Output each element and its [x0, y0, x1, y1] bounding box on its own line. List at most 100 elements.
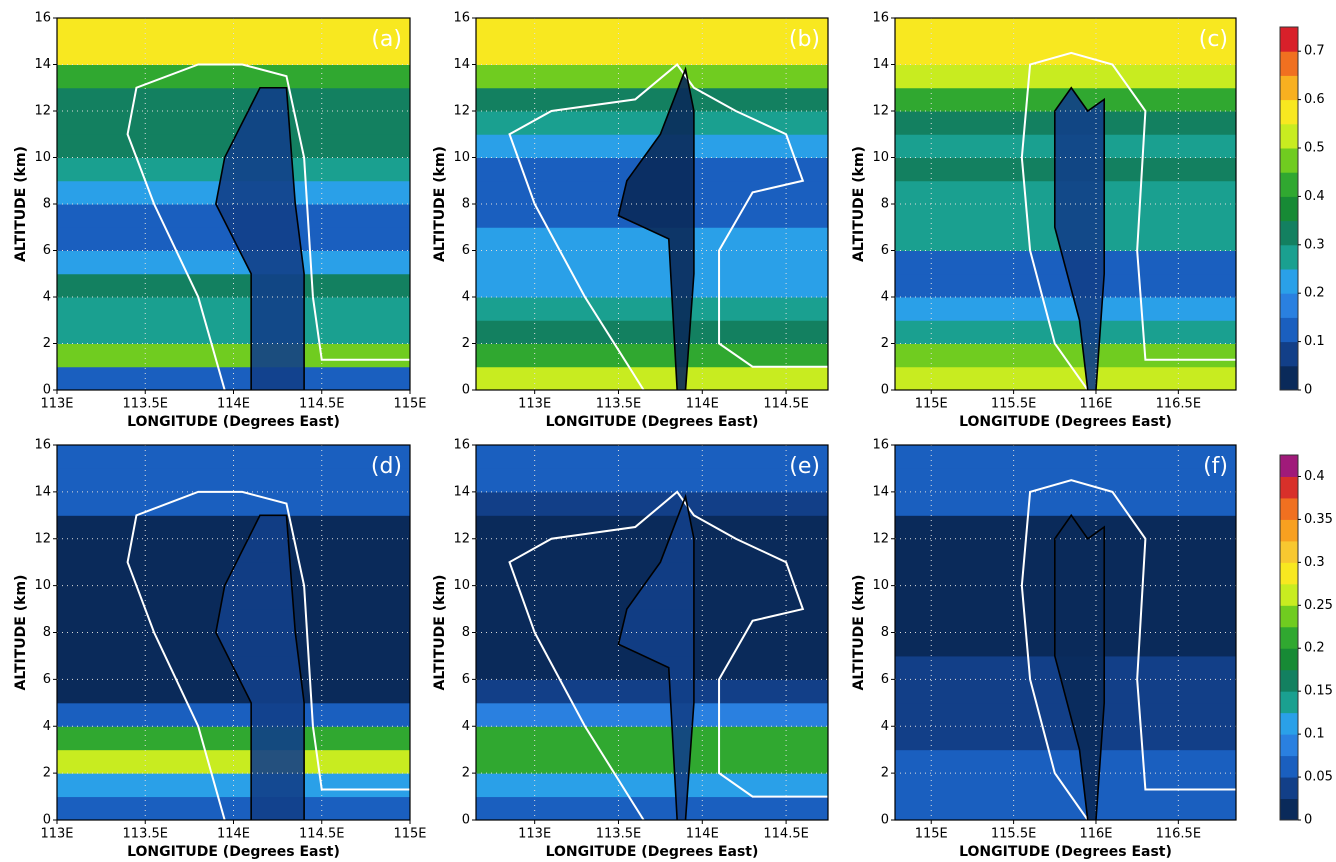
- field-layer: [476, 749, 828, 774]
- panel-label: (d): [371, 454, 402, 479]
- colorbar-swatch: [1280, 365, 1298, 391]
- y-tick-label: 12: [34, 104, 51, 119]
- convective-core: [215, 87, 305, 390]
- colorbar-swatch: [1280, 605, 1298, 628]
- y-tick-label: 0: [462, 813, 470, 828]
- plot-area: [57, 445, 410, 820]
- field-layer: [895, 702, 1236, 727]
- field-layer: [476, 64, 828, 89]
- y-tick-label: 2: [462, 766, 470, 781]
- plot-area: [895, 445, 1236, 820]
- field-layer: [476, 445, 828, 469]
- field-layer: [895, 796, 1236, 820]
- x-axis-label: LONGITUDE (Degrees East): [546, 414, 759, 430]
- y-tick-label: 2: [881, 766, 889, 781]
- colorbar-tick-label: 0.5: [1304, 141, 1325, 156]
- plot-area: [476, 445, 828, 820]
- colorbar-swatch: [1280, 669, 1298, 692]
- colorbar-swatch: [1280, 172, 1298, 197]
- colorbar-tick-label: 0.3: [1304, 555, 1325, 570]
- y-tick-label: 14: [34, 57, 51, 72]
- colorbar-swatch: [1280, 220, 1298, 246]
- colorbar-swatch: [1280, 583, 1298, 606]
- y-tick-label: 12: [453, 531, 470, 546]
- x-tick-label: 113.5E: [596, 397, 641, 412]
- colorbar-swatch: [1280, 734, 1298, 757]
- y-tick-label: 10: [872, 150, 889, 165]
- x-tick-label: 115.5E: [991, 397, 1036, 412]
- field-layer: [895, 726, 1236, 751]
- white-contour: [126, 490, 410, 820]
- colorbar-tick-label: 0.2: [1304, 641, 1325, 656]
- black-contour: [215, 86, 305, 390]
- x-tick-label: 116E: [1079, 827, 1112, 842]
- y-tick-label: 14: [453, 484, 470, 499]
- field-layer: [895, 273, 1236, 298]
- x-tick-label: 115.5E: [991, 827, 1036, 842]
- colorbar-swatch: [1280, 691, 1298, 714]
- y-tick-label: 8: [462, 625, 470, 640]
- colorbar-swatch: [1280, 562, 1298, 585]
- field-layer: [476, 468, 828, 493]
- panel-label: (c): [1199, 27, 1228, 52]
- y-tick-label: 0: [881, 813, 889, 828]
- field-layer: [895, 18, 1236, 42]
- convective-core: [1054, 515, 1105, 820]
- y-tick-label: 4: [43, 719, 51, 734]
- y-axis-label: ALTITUDE (km): [13, 146, 29, 262]
- colorbar-swatch: [1280, 712, 1298, 735]
- field-layer: [476, 320, 828, 344]
- colorbar-frame: [1279, 454, 1299, 821]
- colorbar-swatch: [1280, 648, 1298, 671]
- colorbar-swatch: [1280, 519, 1298, 542]
- colorbar-swatch: [1280, 123, 1298, 149]
- x-tick-label: 115E: [915, 827, 948, 842]
- black-contour: [1053, 513, 1106, 820]
- y-tick-label: 4: [43, 290, 51, 305]
- colorbar-swatch: [1280, 540, 1298, 563]
- x-tick-label: 114E: [686, 827, 719, 842]
- y-axis-label: ALTITUDE (km): [851, 146, 867, 262]
- y-tick-label: 6: [43, 672, 51, 687]
- colorbar-tick-label: 0.4: [1304, 189, 1325, 204]
- x-tick-label: 114.5E: [763, 827, 808, 842]
- field-layer: [895, 445, 1236, 469]
- y-tick-label: 10: [453, 150, 470, 165]
- colorbar-swatch: [1280, 798, 1298, 821]
- field-layer: [57, 273, 410, 298]
- field-layer: [476, 343, 828, 368]
- white-contour: [1020, 479, 1236, 820]
- x-axis-label: LONGITUDE (Degrees East): [959, 414, 1172, 430]
- y-tick-label: 16: [34, 11, 51, 26]
- x-axis-label: LONGITUDE (Degrees East): [959, 844, 1172, 860]
- panel-label: (b): [789, 27, 820, 52]
- x-tick-label: 114E: [217, 827, 250, 842]
- field-layer: [57, 679, 410, 704]
- colorbar-tick-label: 0.35: [1304, 512, 1333, 527]
- x-tick-label: 116.5E: [1156, 397, 1201, 412]
- colorbar-tick-label: 0.2: [1304, 286, 1325, 301]
- y-tick-label: 12: [872, 104, 889, 119]
- colorbar-tick-label: 0.1: [1304, 334, 1325, 349]
- y-tick-label: 14: [872, 484, 889, 499]
- x-tick-label: 114E: [686, 397, 719, 412]
- x-tick-label: 113E: [518, 397, 551, 412]
- field-layer: [476, 796, 828, 820]
- field-layer: [476, 491, 828, 516]
- field-layer: [57, 491, 410, 516]
- y-tick-label: 2: [43, 336, 51, 351]
- y-tick-label: 16: [872, 438, 889, 453]
- black-contour: [1053, 86, 1106, 390]
- y-tick-label: 14: [34, 484, 51, 499]
- y-tick-label: 8: [462, 197, 470, 212]
- field-layer: [895, 366, 1236, 390]
- colorbar-swatch: [1280, 455, 1298, 477]
- colorbar-swatch: [1280, 626, 1298, 649]
- colorbar-swatch: [1280, 244, 1298, 270]
- y-tick-label: 0: [43, 383, 51, 398]
- panel-label: (e): [789, 454, 820, 479]
- y-tick-label: 16: [872, 11, 889, 26]
- white-contour: [1020, 51, 1236, 390]
- field-layer: [57, 87, 410, 112]
- field-layer: [476, 366, 828, 390]
